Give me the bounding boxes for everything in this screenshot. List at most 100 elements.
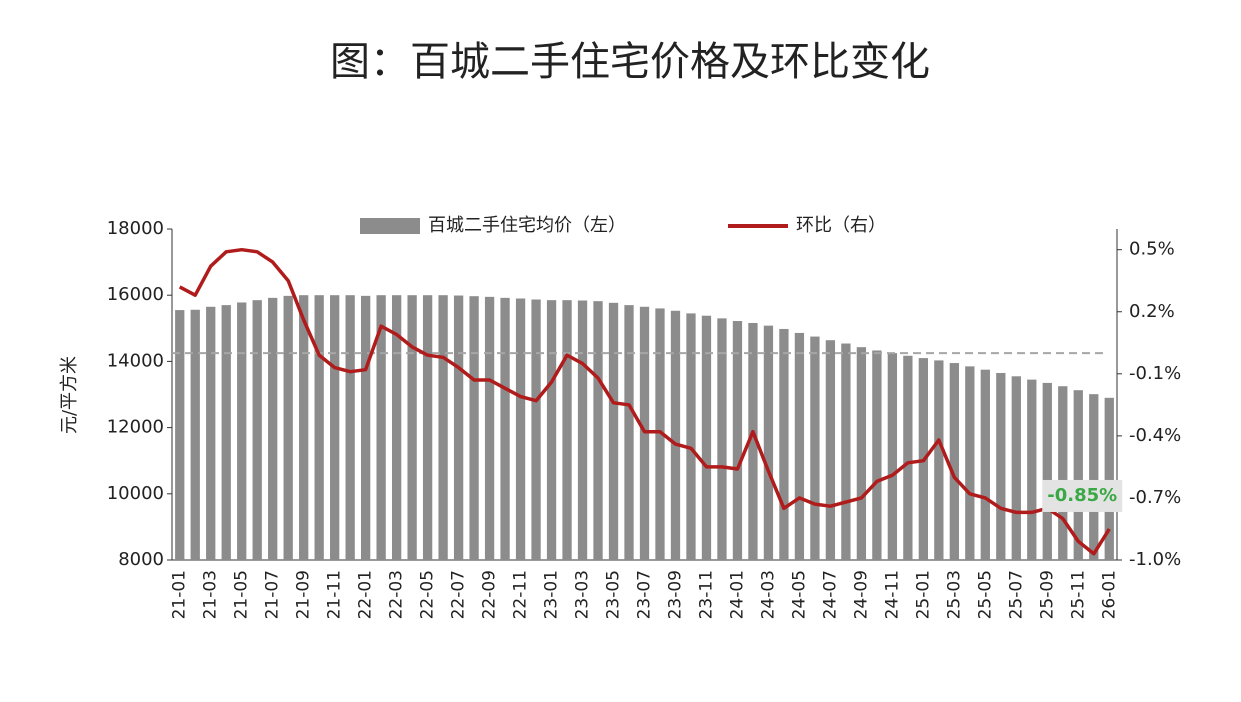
bar: [1058, 386, 1068, 560]
x-tick-label: 24-05: [789, 570, 809, 619]
y2-tick-label: -0.1%: [1129, 363, 1181, 384]
bar: [794, 332, 805, 560]
bar: [453, 295, 464, 560]
bar: [407, 295, 417, 560]
bar: [283, 295, 293, 560]
bar: [1104, 397, 1114, 560]
bar: [500, 297, 510, 560]
x-tick-label: 21-05: [232, 570, 252, 619]
x-tick-label: 24-03: [758, 570, 778, 619]
y-tick-label: 12000: [107, 417, 164, 438]
y-tick-label: 18000: [107, 218, 164, 239]
bar: [314, 295, 324, 560]
x-tick-label: 24-09: [851, 570, 871, 619]
x-tick-label: 22-01: [356, 570, 376, 619]
bar: [887, 353, 898, 560]
bar: [825, 340, 836, 560]
data-label-box: [1042, 479, 1123, 512]
x-tick-label: 21-01: [170, 570, 190, 619]
x-tick-label: 25-11: [1068, 570, 1088, 619]
bar: [717, 318, 727, 560]
bar: [872, 350, 882, 560]
bar: [965, 366, 975, 560]
x-tick-label: 22-05: [418, 570, 438, 619]
bar: [376, 295, 386, 560]
bar: [763, 325, 774, 560]
bar: [206, 306, 216, 560]
bar: [1042, 382, 1052, 560]
bar: [469, 296, 479, 560]
x-tick-label: 25-05: [975, 570, 995, 619]
x-tick-label: 23-11: [696, 570, 716, 619]
bar: [391, 295, 402, 560]
bar: [577, 300, 588, 560]
legend-swatch: [360, 218, 420, 234]
bar: [903, 355, 913, 560]
x-tick-label: 23-05: [604, 570, 624, 619]
y2-tick-label: 0.5%: [1129, 239, 1175, 260]
bar: [949, 363, 959, 560]
bar: [1011, 376, 1021, 560]
bar: [856, 347, 867, 560]
x-tick-label: 24-07: [820, 570, 840, 619]
x-tick-label: 26-01: [1099, 570, 1119, 619]
bar: [980, 369, 990, 560]
bar: [841, 343, 851, 560]
data-label: -0.85%: [1047, 485, 1117, 506]
x-tick-label: 22-03: [387, 570, 407, 619]
y-tick-label: 8000: [118, 549, 164, 570]
legend-label: 百城二手住宅均价（左）: [428, 215, 626, 236]
bar: [670, 310, 681, 560]
x-tick-label: 25-01: [913, 570, 933, 619]
bar: [624, 305, 634, 560]
bar: [779, 328, 789, 560]
bar: [996, 372, 1006, 560]
y-tick-label: 10000: [107, 483, 164, 504]
y-tick-label: 14000: [107, 350, 164, 371]
bar: [422, 295, 433, 560]
bar: [1073, 390, 1083, 560]
x-tick-label: 23-07: [635, 570, 655, 619]
bar: [810, 336, 820, 560]
bar: [934, 360, 944, 560]
x-tick-label: 21-07: [263, 570, 283, 619]
bar: [531, 299, 541, 560]
bar: [562, 300, 572, 560]
bar: [190, 309, 200, 560]
bar: [686, 313, 696, 560]
bar: [237, 302, 247, 560]
bar: [484, 296, 495, 560]
x-tick-label: 24-01: [727, 570, 747, 619]
y2-tick-label: -1.0%: [1129, 549, 1181, 570]
bar: [608, 302, 619, 560]
y2-tick-label: -0.4%: [1129, 425, 1181, 446]
y2-tick-label: -0.7%: [1129, 487, 1181, 508]
x-tick-label: 21-09: [294, 570, 314, 619]
bar: [299, 295, 309, 560]
x-tick-label: 22-07: [449, 570, 469, 619]
bar: [655, 308, 665, 560]
bar: [438, 295, 448, 560]
x-tick-label: 21-03: [201, 570, 221, 619]
bar: [268, 297, 278, 560]
bar: [1089, 394, 1099, 560]
bar: [252, 300, 262, 560]
x-tick-label: 25-03: [944, 570, 964, 619]
chart-title: 图：百城二手住宅价格及环比变化: [330, 39, 930, 85]
y-axis-label: 元/平方米: [59, 356, 80, 434]
bar: [701, 315, 712, 560]
y-tick-label: 16000: [107, 284, 164, 305]
bar: [345, 295, 355, 560]
bar: [1027, 379, 1037, 560]
x-tick-label: 22-11: [511, 570, 531, 619]
x-tick-label: 25-07: [1006, 570, 1026, 619]
bar: [330, 295, 340, 560]
x-tick-label: 22-09: [480, 570, 500, 619]
bar: [361, 295, 371, 560]
x-tick-label: 23-09: [665, 570, 685, 619]
bar: [221, 305, 231, 560]
x-tick-label: 23-01: [542, 570, 562, 619]
bar: [593, 301, 603, 560]
x-tick-label: 24-11: [882, 570, 902, 619]
